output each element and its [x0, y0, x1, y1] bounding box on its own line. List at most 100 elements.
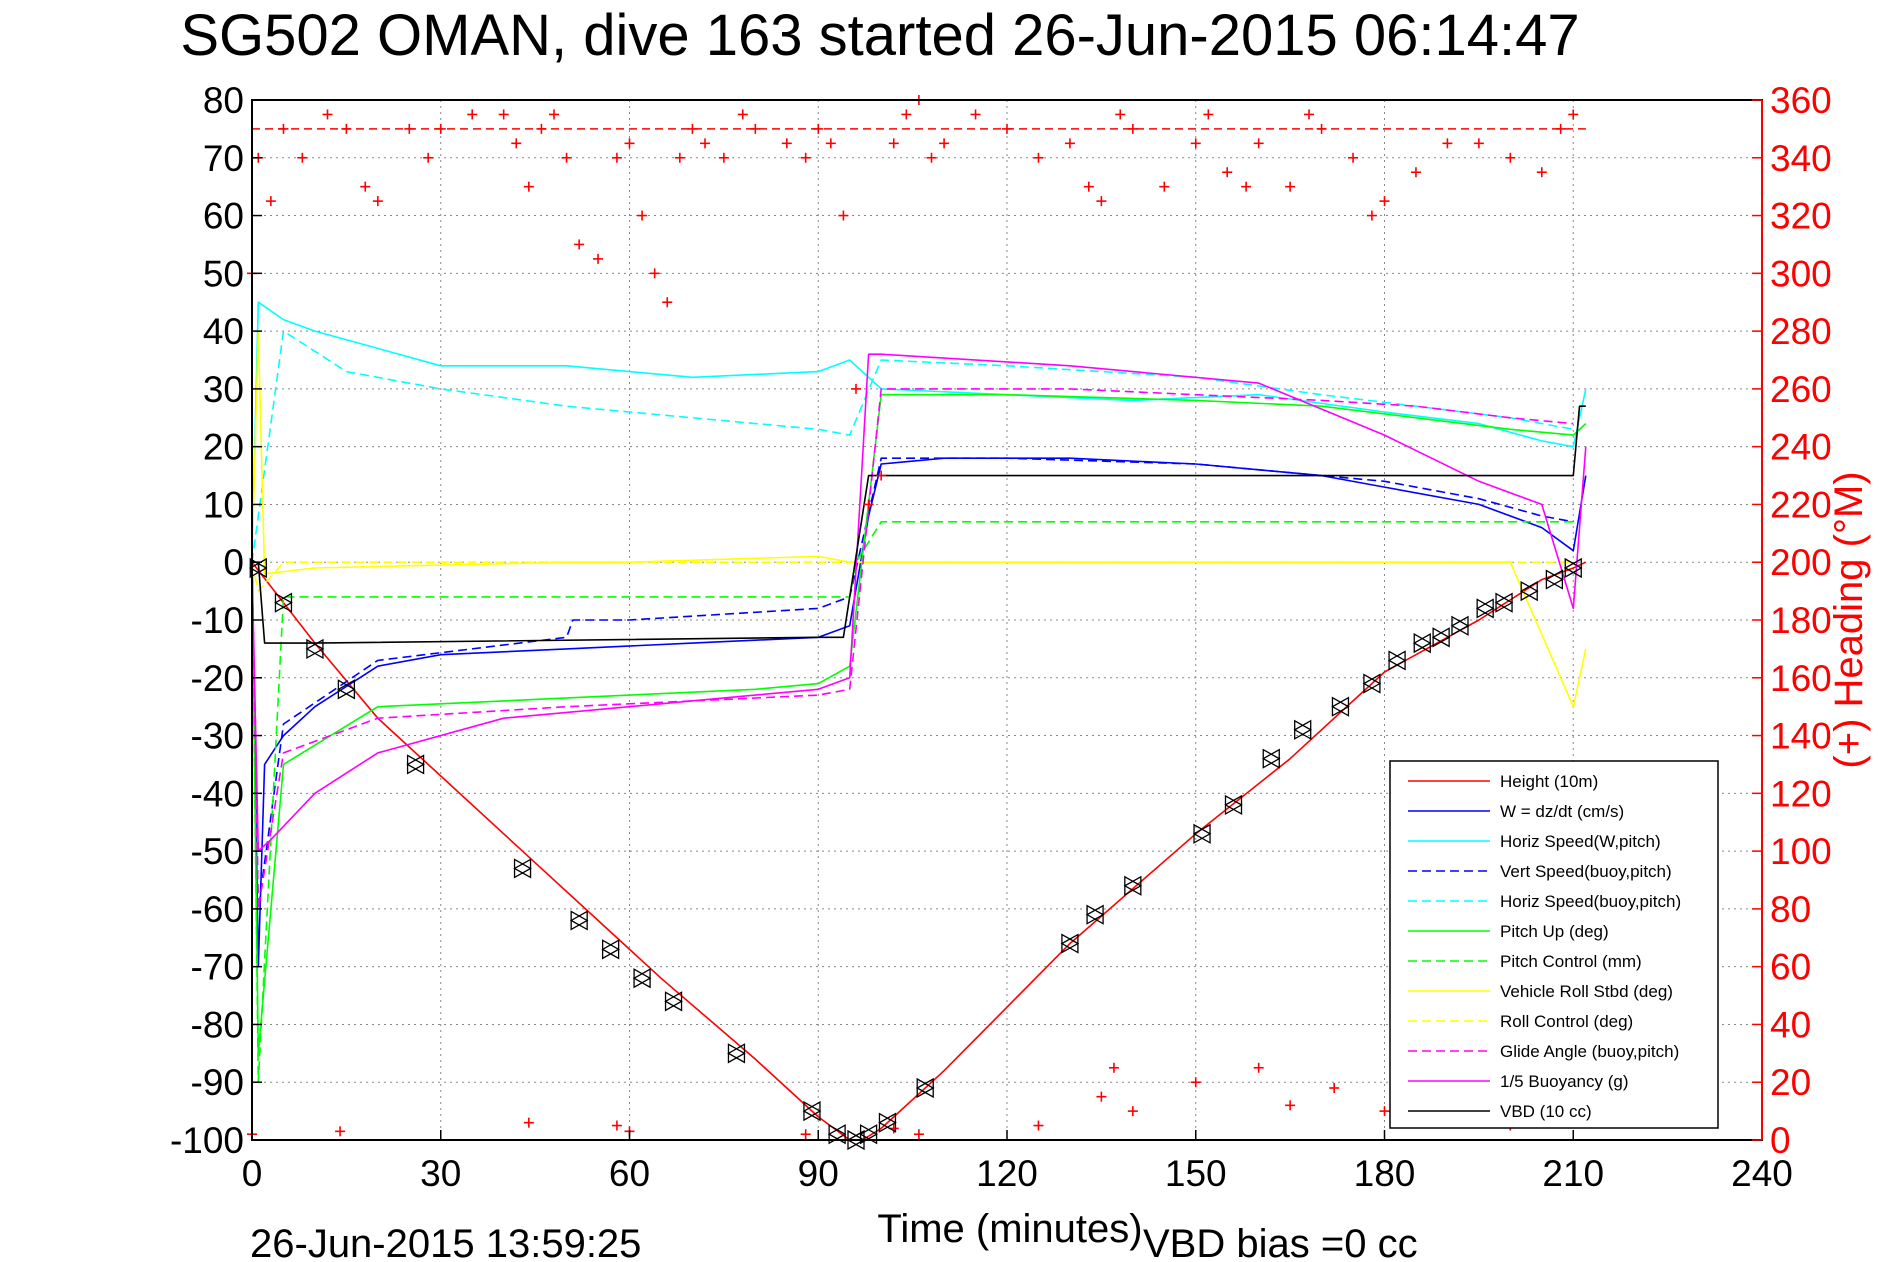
y2-tick-label: 360 [1770, 80, 1832, 121]
y-tick-label: 30 [203, 369, 244, 410]
heading-point [1203, 109, 1214, 120]
height-marker [1431, 627, 1451, 648]
heading-point-low [1108, 1062, 1119, 1073]
heading-point-low [913, 1129, 924, 1140]
heading-point-low [1253, 1062, 1264, 1073]
height-marker [915, 1077, 935, 1099]
y2-tick-label: 40 [1770, 1004, 1811, 1045]
y2-tick-label: 200 [1770, 542, 1832, 583]
heading-point-low [1329, 1083, 1340, 1093]
chart-title: SG502 OMAN, dive 163 started 26-Jun-2015… [180, 3, 1579, 68]
y-tick-label: -60 [191, 889, 244, 930]
heading-point [1033, 152, 1044, 163]
legend-label-10: 1/5 Buoyancy (g) [1500, 1072, 1629, 1091]
heading-point [1348, 152, 1359, 163]
heading-point [1555, 123, 1566, 134]
legend-label-2: Horiz Speed(W,pitch) [1500, 832, 1661, 851]
heading-point [593, 253, 604, 264]
height-marker [305, 638, 325, 660]
y-tick-label: -40 [191, 773, 244, 814]
heading-point [1366, 210, 1377, 221]
height-marker [248, 557, 268, 579]
legend-box [1389, 760, 1719, 1129]
x-axis-label: Time (minutes) [877, 1207, 1142, 1251]
height-marker [1494, 592, 1514, 613]
heading-point [423, 152, 434, 163]
heading-point [863, 499, 874, 510]
y-tick-label: 20 [203, 427, 244, 468]
legend-label-3: Vert Speed(buoy,pitch) [1500, 862, 1672, 881]
legend-label-11: VBD (10 cc) [1500, 1102, 1592, 1121]
legend-label-4: Horiz Speed(buoy,pitch) [1500, 892, 1681, 911]
heading-point-low [611, 1120, 622, 1131]
heading-point-low [1096, 1091, 1107, 1102]
y-tick-label: -80 [191, 1004, 244, 1045]
heading-point-low [1190, 1077, 1201, 1088]
y-axis-ticks: -100-90-80-70-60-50-40-30-20-10010203040… [170, 80, 262, 1161]
heading-point [750, 123, 761, 134]
heading-point [1083, 181, 1094, 192]
x-tick-label: 30 [420, 1153, 461, 1194]
x-tick-label: 210 [1542, 1153, 1604, 1194]
legend-label-8: Roll Control (deg) [1500, 1012, 1633, 1031]
height-marker [569, 910, 589, 931]
y-tick-label: 40 [203, 311, 244, 352]
series-line-11 [252, 405, 1586, 644]
y2-tick-label: 260 [1770, 369, 1832, 410]
legend-label-9: Glide Angle (buoy,pitch) [1500, 1042, 1679, 1061]
heading-point [322, 109, 333, 120]
heading-point-low [1033, 1120, 1044, 1131]
x-tick-label: 90 [798, 1153, 839, 1194]
y-tick-label: 10 [203, 484, 244, 525]
heading-point [700, 138, 710, 149]
height-marker [1563, 557, 1583, 579]
heading-point [574, 239, 585, 250]
heading-point-low [1127, 1106, 1138, 1117]
height-marker [727, 1043, 746, 1064]
series-line-10 [251, 353, 1587, 852]
series-line-9 [251, 388, 1574, 910]
heading-point [649, 268, 660, 279]
legend-label-6: Pitch Control (mm) [1500, 952, 1642, 971]
heading-point [435, 123, 446, 134]
heading-point [1127, 123, 1138, 134]
y2-tick-label: 340 [1770, 138, 1832, 179]
height-marker [406, 754, 425, 775]
x-tick-label: 60 [609, 1153, 650, 1194]
y-tick-label: -20 [191, 658, 244, 699]
y2-tick-label: 240 [1770, 427, 1832, 468]
y2-tick-label: 20 [1770, 1062, 1811, 1103]
height-marker [1085, 904, 1105, 925]
heading-point [781, 138, 792, 149]
y2-tick-label: 140 [1770, 716, 1832, 757]
height-marker [632, 968, 652, 989]
y-tick-label: 0 [223, 542, 244, 583]
series-line-1 [251, 457, 1587, 968]
heading-point [511, 138, 522, 149]
heading-point [1115, 109, 1126, 120]
height-marker [1519, 580, 1539, 602]
heading-point [1002, 123, 1012, 134]
height-marker [1362, 673, 1382, 694]
height-marker [1331, 696, 1350, 717]
heading-point-low [1285, 1100, 1296, 1111]
heading-point [498, 109, 509, 120]
heading-point [1096, 196, 1107, 207]
heading-point [1285, 181, 1296, 192]
series-line-3 [251, 457, 1574, 910]
heading-point [1473, 138, 1484, 149]
y2-tick-label: 180 [1770, 600, 1832, 641]
y-tick-label: -50 [191, 831, 244, 872]
heading-point [800, 152, 811, 163]
height-marker [337, 679, 356, 700]
y2-tick-label: 320 [1770, 196, 1832, 237]
height-marker [1545, 569, 1564, 590]
heading-point [1253, 138, 1264, 149]
y2-tick-label: 280 [1770, 311, 1832, 352]
y-tick-label: 60 [203, 196, 244, 237]
heading-point [813, 123, 824, 134]
y-tick-label: 50 [203, 253, 244, 294]
y-tick-label: -70 [191, 947, 244, 988]
x-tick-label: 180 [1354, 1153, 1416, 1194]
